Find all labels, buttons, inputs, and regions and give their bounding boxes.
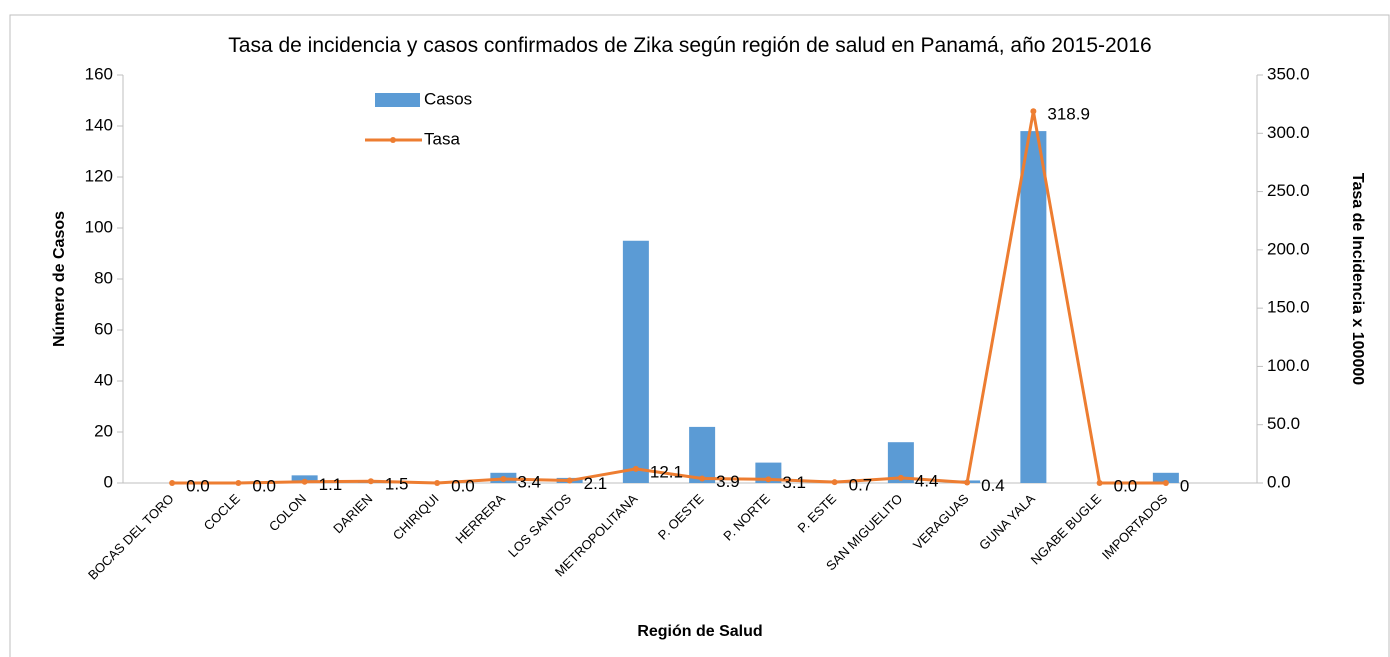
data-label: 1.5 bbox=[385, 475, 409, 494]
legend-marker bbox=[390, 137, 396, 143]
y-tick-label: 0 bbox=[104, 472, 113, 491]
point bbox=[964, 479, 971, 486]
y2-tick-label: 350.0 bbox=[1267, 64, 1310, 83]
y2-tick-label: 0.0 bbox=[1267, 472, 1291, 491]
x-tick-label: IMPORTADOS bbox=[1099, 491, 1171, 563]
chart-frame bbox=[9, 14, 1390, 657]
data-label: 0.7 bbox=[849, 476, 873, 495]
y2-tick-label: 200.0 bbox=[1267, 239, 1310, 258]
point bbox=[301, 478, 308, 485]
point bbox=[699, 475, 706, 482]
data-label: 0.0 bbox=[252, 476, 276, 495]
x-tick-label: COLON bbox=[266, 491, 309, 534]
data-label: 3.1 bbox=[782, 473, 806, 492]
point bbox=[566, 477, 573, 484]
x-tick-label: LOS SANTOS bbox=[505, 491, 574, 560]
data-label: 0 bbox=[1180, 476, 1189, 495]
bar bbox=[689, 426, 716, 483]
data-label: 4.4 bbox=[915, 471, 939, 490]
data-label: 3.9 bbox=[716, 472, 740, 491]
bar bbox=[1152, 472, 1179, 483]
bar bbox=[1020, 131, 1047, 483]
y2-tick-label: 150.0 bbox=[1267, 298, 1310, 317]
data-label: 0.4 bbox=[981, 476, 1005, 495]
point bbox=[434, 480, 441, 486]
x-axis-label: Región de Salud bbox=[637, 623, 762, 640]
y-tick-label: 120 bbox=[85, 166, 113, 185]
bar bbox=[622, 240, 649, 483]
data-label: 318.9 bbox=[1047, 105, 1090, 124]
point bbox=[632, 465, 639, 472]
data-label: 12.1 bbox=[650, 462, 683, 481]
legend-label: Tasa bbox=[424, 129, 460, 148]
data-label: 2.1 bbox=[584, 474, 608, 493]
x-tick-label: COCLE bbox=[201, 491, 244, 534]
y-tick-label: 160 bbox=[85, 64, 113, 83]
point bbox=[897, 474, 904, 481]
y-tick-label: 40 bbox=[94, 370, 113, 389]
y2-tick-label: 300.0 bbox=[1267, 123, 1310, 142]
x-tick-label: DARIEN bbox=[330, 491, 375, 536]
y-tick-label: 60 bbox=[94, 319, 113, 338]
y2-tick-label: 100.0 bbox=[1267, 356, 1310, 375]
legend-swatch bbox=[375, 93, 420, 107]
line bbox=[172, 110, 1166, 485]
data-label: 0.0 bbox=[451, 476, 475, 495]
x-tick-label: GUNA YALA bbox=[976, 491, 1038, 553]
data-label: 0.0 bbox=[186, 476, 210, 495]
x-tick-label: BOCAS DEL TORO bbox=[85, 491, 177, 583]
point bbox=[1162, 480, 1169, 486]
point bbox=[169, 480, 176, 486]
x-tick-label: P. NORTE bbox=[720, 491, 773, 544]
y2-tick-label: 250.0 bbox=[1267, 181, 1310, 200]
point bbox=[831, 479, 838, 486]
x-tick-label: P. OESTE bbox=[655, 491, 707, 543]
x-tick-label: HERRERA bbox=[452, 491, 508, 547]
x-tick-label: CHIRIQUI bbox=[390, 491, 442, 543]
point bbox=[367, 478, 374, 485]
point bbox=[1030, 108, 1037, 115]
data-label: 0.0 bbox=[1114, 476, 1138, 495]
y-axis-label: Número de Casos bbox=[51, 211, 68, 347]
data-label: 1.1 bbox=[319, 475, 343, 494]
y-tick-label: 80 bbox=[94, 268, 113, 287]
x-tick-label: VERAGUAS bbox=[910, 491, 972, 553]
y-tick-label: 100 bbox=[85, 217, 113, 236]
point bbox=[500, 476, 507, 483]
point bbox=[235, 480, 242, 486]
legend-label: Casos bbox=[424, 89, 472, 108]
y-tick-label: 140 bbox=[85, 115, 113, 134]
point bbox=[765, 476, 772, 483]
y2-axis-label: Tasa de Incidencia x 100000 bbox=[1349, 173, 1366, 385]
point bbox=[1096, 480, 1103, 486]
y-tick-label: 20 bbox=[94, 421, 113, 440]
data-label: 3.4 bbox=[517, 473, 541, 492]
y2-tick-label: 50.0 bbox=[1267, 414, 1300, 433]
x-tick-label: NGABE BUGLE bbox=[1028, 491, 1105, 568]
x-tick-label: P. ESTE bbox=[794, 491, 839, 536]
chart-title: Tasa de incidencia y casos confirmados d… bbox=[228, 34, 1152, 57]
